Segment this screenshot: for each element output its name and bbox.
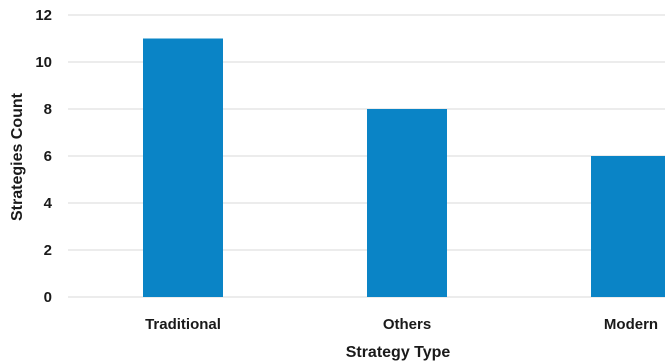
y-axis-title: Strategies Count: [9, 92, 26, 221]
y-tick-label: 6: [44, 148, 52, 165]
bar-traditional: [143, 38, 223, 297]
bar-modern: [591, 156, 665, 297]
bars: [143, 38, 665, 297]
x-tick-label-modern: Modern: [604, 316, 658, 333]
y-tick-label: 10: [35, 54, 52, 71]
y-tick-label: 0: [44, 289, 52, 306]
x-tick-label-traditional: Traditional: [145, 316, 221, 333]
y-tick-label: 8: [44, 101, 52, 118]
x-axis-ticks: Traditional Others Modern: [145, 316, 658, 333]
x-axis-title: Strategy Type: [346, 344, 451, 361]
bar-others: [367, 109, 447, 297]
y-axis-ticks: 0 2 4 6 8 10 12: [35, 7, 52, 306]
y-tick-label: 12: [35, 7, 52, 24]
x-tick-label-others: Others: [383, 316, 431, 333]
y-tick-label: 2: [44, 242, 52, 259]
y-tick-label: 4: [44, 195, 53, 212]
